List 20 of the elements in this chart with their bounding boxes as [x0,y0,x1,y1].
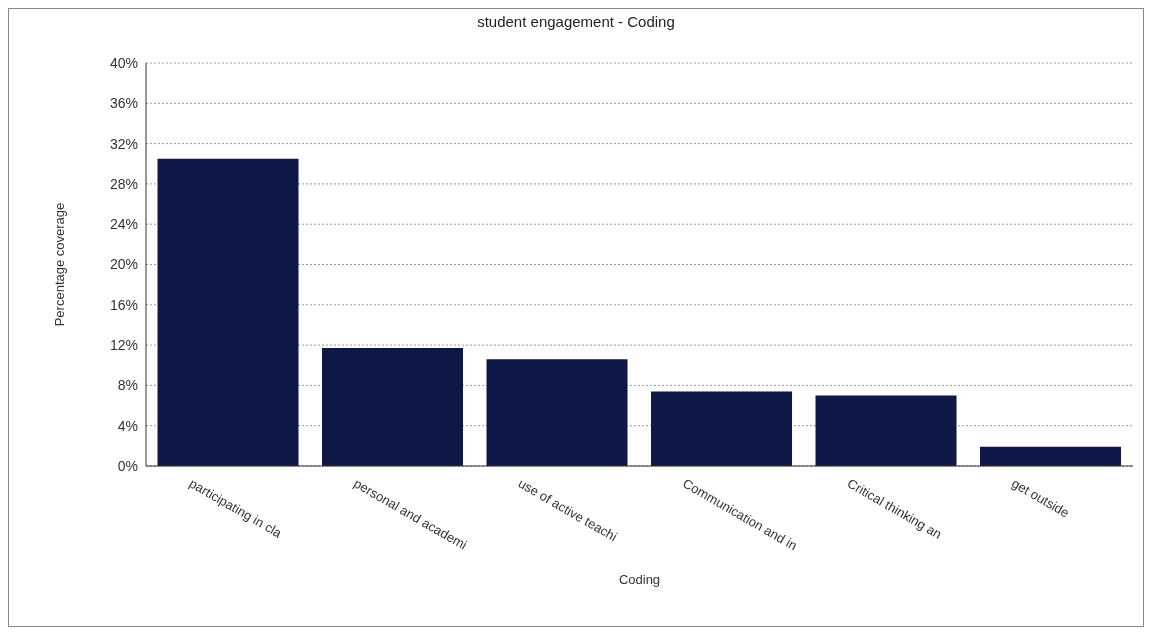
y-tick-label: 32% [109,135,138,152]
bar [486,359,628,466]
y-tick-label: 40% [109,54,138,71]
bar [157,158,299,466]
y-axis-title: Percentage coverage [51,202,67,327]
bar [980,446,1122,466]
y-tick-label: 8% [117,377,138,394]
bar [651,391,793,466]
y-tick-label: 24% [109,216,138,233]
y-tick-label: 4% [117,417,138,434]
y-tick-label: 16% [109,296,138,313]
y-tick-label: 36% [109,95,138,112]
bar [815,395,957,466]
bar [322,348,464,466]
y-tick-label: 20% [109,256,138,273]
y-tick-label: 12% [109,337,138,354]
y-tick-label: 28% [109,175,138,192]
x-axis-title: Coding [618,572,661,587]
chart-title: student engagement - Coding [476,13,676,30]
y-tick-label: 0% [117,457,138,474]
